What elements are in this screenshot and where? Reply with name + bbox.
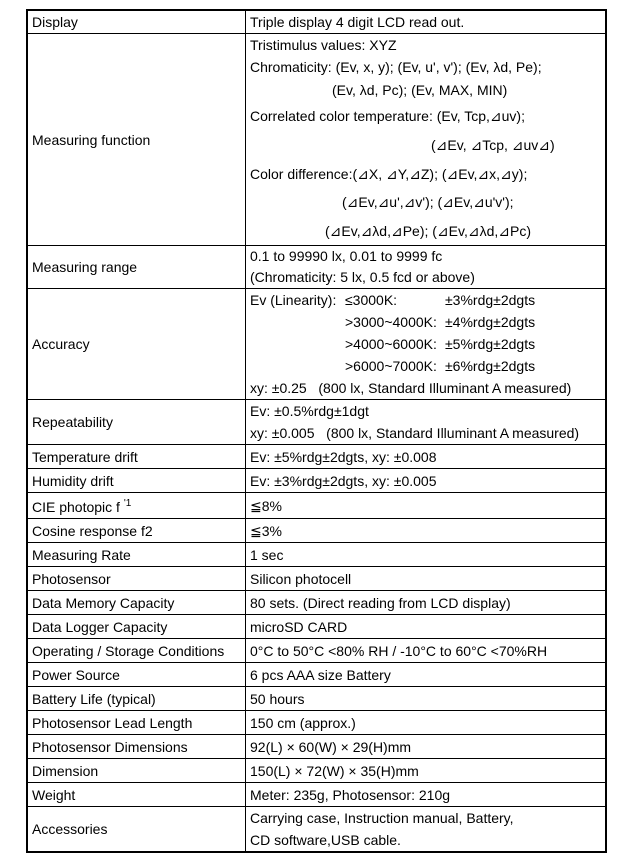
value: 0°C to 50°C <80% RH / -10°C to 60°C <70%… xyxy=(245,638,607,663)
label: Humidity drift xyxy=(26,468,246,493)
label: Accuracy xyxy=(26,288,246,400)
row-data-logger: Data Logger Capacity microSD CARD xyxy=(26,614,607,639)
value: Ev: ±3%rdg±2dgts, xy: ±0.005 xyxy=(245,468,607,493)
label-text: CIE photopic f xyxy=(32,499,120,515)
value: ≦3% xyxy=(245,518,607,543)
value: Silicon photocell xyxy=(245,566,607,591)
line: (Ev, λd, Pc); (Ev, MAX, MIN) xyxy=(332,82,508,98)
label: CIE photopic f '1 xyxy=(26,492,246,519)
value: Carrying case, Instruction manual, Batte… xyxy=(245,806,607,853)
line: CD software,USB cable. xyxy=(250,832,401,848)
row-measuring-range: Measuring range 0.1 to 99990 lx, 0.01 to… xyxy=(26,245,607,289)
row-humidity-drift: Humidity drift Ev: ±3%rdg±2dgts, xy: ±0.0… xyxy=(26,468,607,493)
label: Cosine response f2 xyxy=(26,518,246,543)
spec-table: Display Triple display 4 digit LCD read … xyxy=(26,9,607,853)
line: (⊿Ev,⊿λd,⊿Pe); (⊿Ev,⊿λd,⊿Pc) xyxy=(325,223,532,239)
line: xy: ±0.005 (800 lx, Standard Illuminant … xyxy=(250,425,580,441)
row-dimension: Dimension 150(L) × 72(W) × 35(H)mm xyxy=(26,758,607,783)
value: 0.1 to 99990 lx, 0.01 to 9999 fc (Chroma… xyxy=(245,245,607,289)
row-temperature-drift: Temperature drift Ev: ±5%rdg±2dgts, xy: ±… xyxy=(26,444,607,469)
row-photosensor: Photosensor Silicon photocell xyxy=(26,566,607,591)
row-measuring-function: Measuring function Tristimulus values: X… xyxy=(26,33,607,246)
label: Measuring function xyxy=(26,33,246,246)
row-cie-photopic: CIE photopic f '1 ≦8% xyxy=(26,492,607,519)
tolerance: ±5%rdg±2dgts xyxy=(445,336,536,352)
label: Photosensor Lead Length xyxy=(26,710,246,735)
row-accessories: Accessories Carrying case, Instruction m… xyxy=(26,806,607,853)
label: Photosensor Dimensions xyxy=(26,734,246,759)
row-operating-conditions: Operating / Storage Conditions 0°C to 50°… xyxy=(26,638,607,663)
row-weight: Weight Meter: 235g, Photosensor: 210g xyxy=(26,782,607,807)
value: microSD CARD xyxy=(245,614,607,639)
value: 92(L) × 60(W) × 29(H)mm xyxy=(245,734,607,759)
label: Power Source xyxy=(26,662,246,687)
label: Repeatability xyxy=(26,399,246,445)
value: Tristimulus values: XYZ Chromaticity: (E… xyxy=(245,33,607,246)
label: Operating / Storage Conditions xyxy=(26,638,246,663)
line: (Chromaticity: 5 lx, 0.5 fcd or above) xyxy=(250,269,475,285)
label: Measuring range xyxy=(26,245,246,289)
label: Accessories xyxy=(26,806,246,853)
label: Data Memory Capacity xyxy=(26,590,246,615)
label: Dimension xyxy=(26,758,246,783)
row-power-source: Power Source 6 pcs AAA size Battery xyxy=(26,662,607,687)
line: (⊿Ev, ⊿Tcp, ⊿uv⊿) xyxy=(431,137,555,153)
value: 80 sets. (Direct reading from LCD displa… xyxy=(245,590,607,615)
label: Photosensor xyxy=(26,566,246,591)
value: Meter: 235g, Photosensor: 210g xyxy=(245,782,607,807)
line: 0.1 to 99990 lx, 0.01 to 9999 fc xyxy=(250,248,443,264)
row-display: Display Triple display 4 digit LCD read … xyxy=(26,9,607,34)
line: (⊿Ev,⊿u',⊿v'); (⊿Ev,⊿u'v'); xyxy=(342,194,514,210)
value: 6 pcs AAA size Battery xyxy=(245,662,607,687)
value: Ev: ±5%rdg±2dgts, xy: ±0.008 xyxy=(245,444,607,469)
value: 1 sec xyxy=(245,542,607,567)
xy-accuracy: xy: ±0.25 (800 lx, Standard Illuminant A… xyxy=(250,380,572,396)
line: Carrying case, Instruction manual, Batte… xyxy=(250,810,514,826)
label: Battery Life (typical) xyxy=(26,686,246,711)
value: Triple display 4 digit LCD read out. xyxy=(245,9,607,34)
tolerance: ±3%rdg±2dgts xyxy=(445,292,536,308)
value: 150(L) × 72(W) × 35(H)mm xyxy=(245,758,607,783)
tolerance: ±4%rdg±2dgts xyxy=(445,314,536,330)
line: Tristimulus values: XYZ xyxy=(250,37,397,53)
range: >4000~6000K: xyxy=(345,336,437,352)
row-accuracy: Accuracy Ev (Linearity): ≤3000K: ±3%rdg±2d… xyxy=(26,288,607,400)
label: Measuring Rate xyxy=(26,542,246,567)
range: >3000~4000K: xyxy=(345,314,437,330)
line: Color difference:(⊿X, ⊿Y,⊿Z); (⊿Ev,⊿x,⊿y… xyxy=(250,166,528,182)
line: Ev: ±0.5%rdg±1dgt xyxy=(250,403,369,419)
row-battery-life: Battery Life (typical) 50 hours xyxy=(26,686,607,711)
value: 150 cm (approx.) xyxy=(245,710,607,735)
range: ≤3000K: xyxy=(345,292,398,308)
value: ≦8% xyxy=(245,492,607,519)
row-repeatability: Repeatability Ev: ±0.5%rdg±1dgt xy: ±0.0… xyxy=(26,399,607,445)
tolerance: ±6%rdg±2dgts xyxy=(445,358,536,374)
label: Temperature drift xyxy=(26,444,246,469)
range: >6000~7000K: xyxy=(345,358,437,374)
line: Chromaticity: (Ev, x, y); (Ev, u', v'); … xyxy=(250,59,542,75)
row-measuring-rate: Measuring Rate 1 sec xyxy=(26,542,607,567)
label: Display xyxy=(26,9,246,34)
row-lead-length: Photosensor Lead Length 150 cm (approx.) xyxy=(26,710,607,735)
row-cosine-response: Cosine response f2 ≦3% xyxy=(26,518,607,543)
line: Correlated color temperature: (Ev, Tcp,⊿… xyxy=(250,108,525,124)
value: Ev: ±0.5%rdg±1dgt xy: ±0.005 (800 lx, St… xyxy=(245,399,607,445)
label: Data Logger Capacity xyxy=(26,614,246,639)
footnote-mark: '1 xyxy=(123,498,132,509)
prefix: Ev (Linearity): xyxy=(250,292,337,308)
value: 50 hours xyxy=(245,686,607,711)
label: Weight xyxy=(26,782,246,807)
value: Ev (Linearity): ≤3000K: ±3%rdg±2dgts >3000… xyxy=(245,288,607,400)
row-photosensor-dimensions: Photosensor Dimensions 92(L) × 60(W) × 29… xyxy=(26,734,607,759)
row-data-memory: Data Memory Capacity 80 sets. (Direct rea… xyxy=(26,590,607,615)
